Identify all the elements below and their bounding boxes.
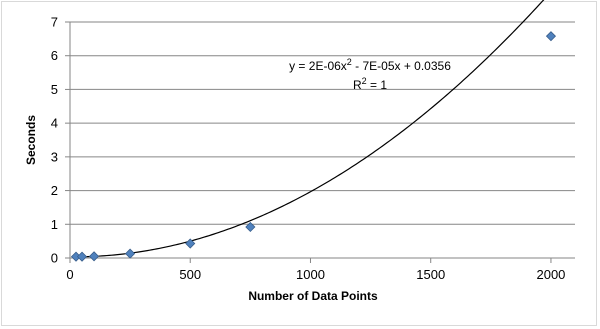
data-point (545, 31, 557, 42)
r-squared-label: R2 = 1 (353, 76, 387, 92)
x-tick-label: 500 (179, 267, 201, 282)
axes (65, 21, 575, 263)
y-tick-label: 5 (51, 82, 58, 97)
trendline (76, 0, 545, 258)
data-point (125, 248, 136, 259)
y-tick-label: 6 (51, 48, 58, 63)
data-point (88, 251, 100, 262)
y-tick-label: 4 (51, 116, 58, 131)
data-point (185, 238, 196, 249)
y-tick-labels: 0 1 2 3 4 5 6 7 (51, 15, 58, 266)
data-point (76, 251, 88, 262)
x-axis-title: Number of Data Points (248, 289, 378, 303)
y-tick-label: 3 (51, 149, 58, 164)
data-points (70, 31, 557, 262)
x-tick-labels: 0 500 1000 1500 2000 (66, 267, 565, 282)
trendline-equation: y = 2E-06x2 - 7E-05x + 0.0356 (289, 57, 451, 73)
x-tick-label: 1000 (296, 267, 325, 282)
y-axis-title: Seconds (24, 115, 38, 165)
y-tick-label: 0 (51, 251, 58, 266)
x-tick-label: 0 (66, 267, 73, 282)
gridlines (70, 21, 575, 225)
x-tick-label: 1500 (416, 267, 445, 282)
y-tick-label: 2 (51, 183, 58, 198)
x-tick-label: 2000 (536, 267, 565, 282)
y-tick-label: 1 (51, 217, 58, 232)
data-point (245, 221, 256, 233)
y-tick-label: 7 (51, 15, 58, 30)
